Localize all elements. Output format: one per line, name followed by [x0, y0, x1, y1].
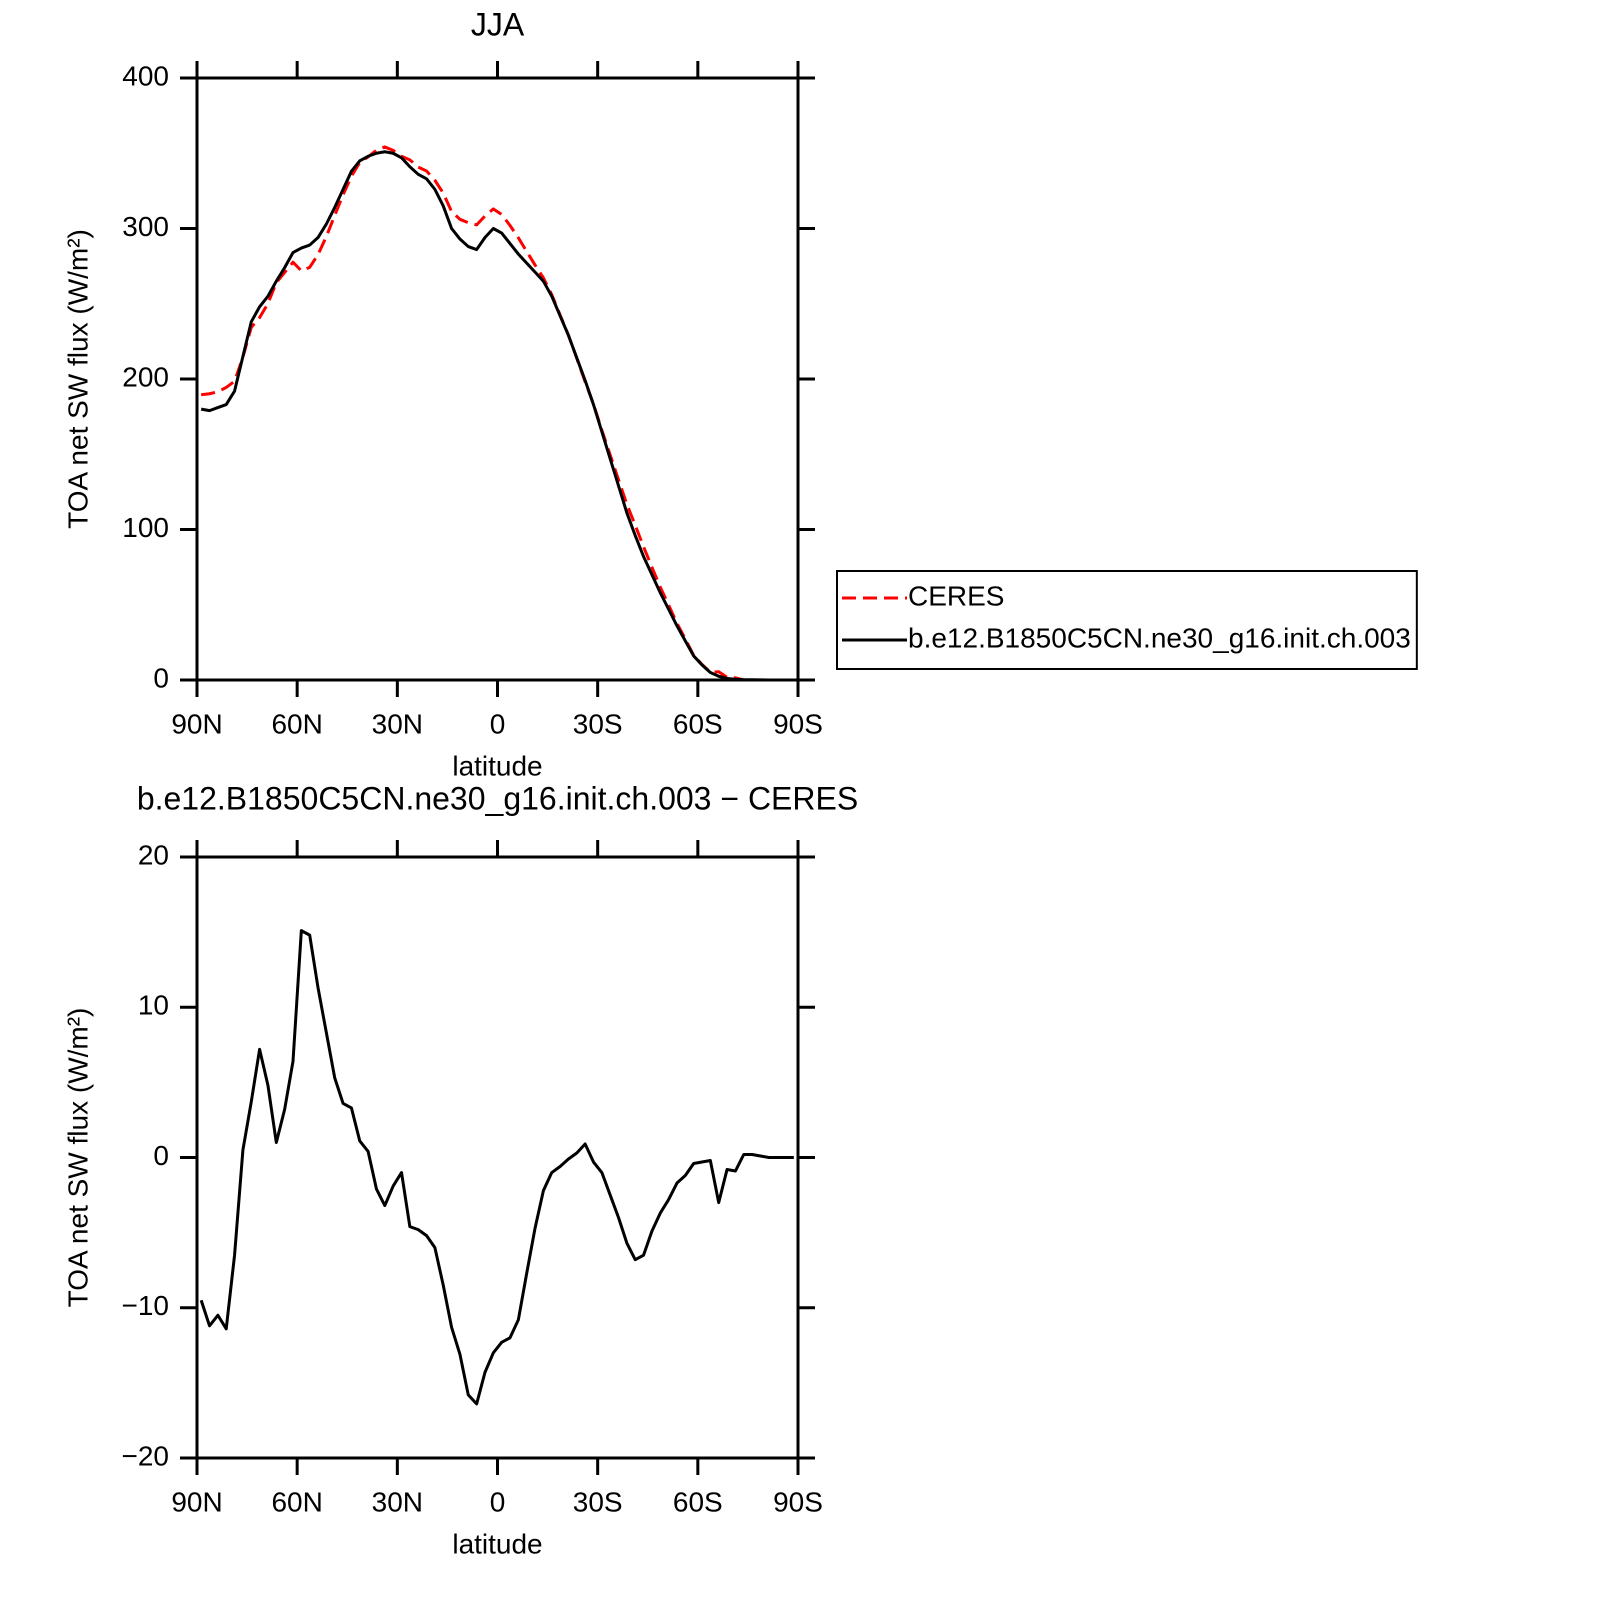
x-tick-label: 0 — [490, 708, 506, 739]
chart-title: b.e12.B1850C5CN.ne30_g16.init.ch.003 − C… — [137, 780, 858, 816]
x-tick-label: 60N — [271, 1486, 322, 1517]
legend: CERES b.e12.B1850C5CN.ne30_g16.init.ch.00… — [836, 570, 1418, 670]
x-tick-label: 90N — [171, 1486, 222, 1517]
x-tick-label: 30S — [573, 708, 623, 739]
legend-label: CERES — [908, 580, 1004, 611]
x-tick-label: 30S — [573, 1486, 623, 1517]
legend-box — [836, 570, 1418, 670]
x-axis-label: latitude — [452, 1528, 542, 1559]
y-axis-label: TOA net SW flux (W/m²) — [62, 229, 93, 529]
y-tick-label: 0 — [153, 1140, 169, 1171]
data-line — [199, 929, 794, 1406]
x-tick-label: 30N — [372, 708, 423, 739]
y-tick-label: −20 — [122, 1440, 170, 1471]
y-tick-label: −10 — [122, 1290, 170, 1321]
y-axis-label: TOA net SW flux (W/m²) — [62, 1008, 93, 1308]
x-tick-label: 90S — [773, 1486, 823, 1517]
y-tick-label: 0 — [153, 662, 169, 693]
x-tick-label: 60S — [673, 1486, 723, 1517]
x-tick-label: 0 — [490, 1486, 506, 1517]
y-tick-label: 300 — [122, 211, 169, 242]
data-line — [200, 145, 794, 682]
y-tick-label: 400 — [122, 60, 169, 91]
y-tick-label: 20 — [138, 839, 169, 870]
y-tick-label: 10 — [138, 990, 169, 1021]
chart-title: JJA — [471, 6, 525, 42]
x-axis-label: latitude — [452, 750, 542, 781]
x-tick-label: 30N — [372, 1486, 423, 1517]
legend-label: b.e12.B1850C5CN.ne30_g16.init.ch.003 — [908, 622, 1411, 653]
x-tick-label: 60N — [271, 708, 322, 739]
y-tick-label: 200 — [122, 361, 169, 392]
x-tick-label: 60S — [673, 708, 723, 739]
data-line — [200, 150, 794, 682]
x-tick-label: 90N — [171, 708, 222, 739]
y-tick-label: 100 — [122, 512, 169, 543]
x-tick-label: 90S — [773, 708, 823, 739]
